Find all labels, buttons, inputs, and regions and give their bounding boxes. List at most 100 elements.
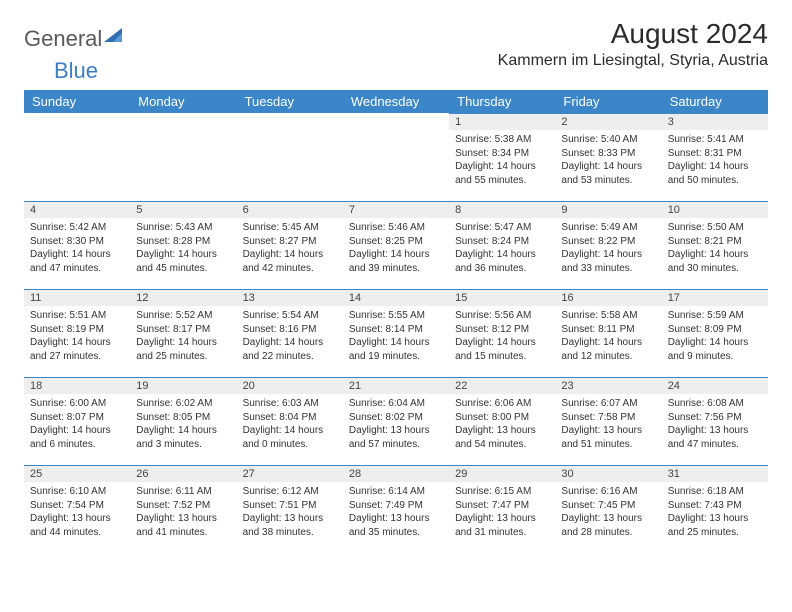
calendar-week-row: 1Sunrise: 5:38 AMSunset: 8:34 PMDaylight… bbox=[24, 113, 768, 201]
day-number: 24 bbox=[662, 377, 768, 394]
sunrise-line: Sunrise: 5:50 AM bbox=[668, 221, 762, 235]
sunrise-line: Sunrise: 5:47 AM bbox=[455, 221, 549, 235]
sunset-line: Sunset: 8:12 PM bbox=[455, 323, 549, 337]
day-number: 6 bbox=[237, 201, 343, 218]
daylight-line: Daylight: 13 hours and 47 minutes. bbox=[668, 424, 762, 451]
sunset-line: Sunset: 8:02 PM bbox=[349, 411, 443, 425]
sunset-line: Sunset: 8:28 PM bbox=[136, 235, 230, 249]
sunrise-line: Sunrise: 5:42 AM bbox=[30, 221, 124, 235]
day-details: Sunrise: 5:50 AMSunset: 8:21 PMDaylight:… bbox=[662, 218, 768, 281]
sunset-line: Sunset: 8:34 PM bbox=[455, 147, 549, 161]
daylight-line: Daylight: 14 hours and 36 minutes. bbox=[455, 248, 549, 275]
day-details: Sunrise: 5:45 AMSunset: 8:27 PMDaylight:… bbox=[237, 218, 343, 281]
daylight-line: Daylight: 14 hours and 50 minutes. bbox=[668, 160, 762, 187]
calendar-day-cell: 2Sunrise: 5:40 AMSunset: 8:33 PMDaylight… bbox=[555, 113, 661, 201]
calendar-day-cell: 24 Sunrise: 6:08 AMSunset: 7:56 PMDayligh… bbox=[662, 377, 768, 465]
day-details: Sunrise: 5:43 AMSunset: 8:28 PMDaylight:… bbox=[130, 218, 236, 281]
daylight-line: Daylight: 13 hours and 31 minutes. bbox=[455, 512, 549, 539]
day-of-week-header: Tuesday bbox=[237, 90, 343, 113]
sunset-line: Sunset: 7:56 PM bbox=[668, 411, 762, 425]
day-number: 8 bbox=[449, 201, 555, 218]
day-number: 22 bbox=[449, 377, 555, 394]
sunrise-line: Sunrise: 6:14 AM bbox=[349, 485, 443, 499]
daylight-line: Daylight: 14 hours and 42 minutes. bbox=[243, 248, 337, 275]
daylight-line: Daylight: 14 hours and 39 minutes. bbox=[349, 248, 443, 275]
day-number: 25 bbox=[24, 465, 130, 482]
calendar-day-cell: 26Sunrise: 6:11 AMSunset: 7:52 PMDayligh… bbox=[130, 465, 236, 553]
sunset-line: Sunset: 7:58 PM bbox=[561, 411, 655, 425]
day-details: Sunrise: 6:16 AMSunset: 7:45 PMDaylight:… bbox=[555, 482, 661, 545]
daylight-line: Daylight: 14 hours and 15 minutes. bbox=[455, 336, 549, 363]
day-number: 10 bbox=[662, 201, 768, 218]
calendar-day-cell bbox=[237, 113, 343, 201]
daylight-line: Daylight: 14 hours and 33 minutes. bbox=[561, 248, 655, 275]
day-of-week-header: Wednesday bbox=[343, 90, 449, 113]
day-of-week-header: Sunday bbox=[24, 90, 130, 113]
day-number: 26 bbox=[130, 465, 236, 482]
calendar-day-cell: 18Sunrise: 6:00 AMSunset: 8:07 PMDayligh… bbox=[24, 377, 130, 465]
sunset-line: Sunset: 8:14 PM bbox=[349, 323, 443, 337]
sunrise-line: Sunrise: 6:12 AM bbox=[243, 485, 337, 499]
calendar-day-cell: 6Sunrise: 5:45 AMSunset: 8:27 PMDaylight… bbox=[237, 201, 343, 289]
sunrise-line: Sunrise: 6:06 AM bbox=[455, 397, 549, 411]
logo-text-general: General bbox=[24, 26, 102, 52]
day-details: Sunrise: 5:54 AMSunset: 8:16 PMDaylight:… bbox=[237, 306, 343, 369]
daylight-line: Daylight: 14 hours and 30 minutes. bbox=[668, 248, 762, 275]
sunset-line: Sunset: 8:27 PM bbox=[243, 235, 337, 249]
sunset-line: Sunset: 8:16 PM bbox=[243, 323, 337, 337]
day-details: Sunrise: 6:12 AMSunset: 7:51 PMDaylight:… bbox=[237, 482, 343, 545]
day-details: Sunrise: 5:41 AMSunset: 8:31 PMDaylight:… bbox=[662, 130, 768, 193]
sunrise-line: Sunrise: 5:56 AM bbox=[455, 309, 549, 323]
calendar-table: SundayMondayTuesdayWednesdayThursdayFrid… bbox=[24, 90, 768, 553]
day-details: Sunrise: 6:00 AMSunset: 8:07 PMDaylight:… bbox=[24, 394, 130, 457]
day-number: 2 bbox=[555, 113, 661, 130]
day-number: 15 bbox=[449, 289, 555, 306]
day-number: 18 bbox=[24, 377, 130, 394]
day-details: Sunrise: 5:49 AMSunset: 8:22 PMDaylight:… bbox=[555, 218, 661, 281]
sunrise-line: Sunrise: 5:58 AM bbox=[561, 309, 655, 323]
day-number: 28 bbox=[343, 465, 449, 482]
calendar-week-row: 25Sunrise: 6:10 AMSunset: 7:54 PMDayligh… bbox=[24, 465, 768, 553]
day-number: 31 bbox=[662, 465, 768, 482]
sunrise-line: Sunrise: 6:08 AM bbox=[668, 397, 762, 411]
sunset-line: Sunset: 8:25 PM bbox=[349, 235, 443, 249]
daylight-line: Daylight: 13 hours and 38 minutes. bbox=[243, 512, 337, 539]
calendar-day-cell: 10Sunrise: 5:50 AMSunset: 8:21 PMDayligh… bbox=[662, 201, 768, 289]
sunset-line: Sunset: 7:52 PM bbox=[136, 499, 230, 513]
calendar-day-cell: 17Sunrise: 5:59 AMSunset: 8:09 PMDayligh… bbox=[662, 289, 768, 377]
daylight-line: Daylight: 14 hours and 47 minutes. bbox=[30, 248, 124, 275]
sunrise-line: Sunrise: 6:02 AM bbox=[136, 397, 230, 411]
day-number: 11 bbox=[24, 289, 130, 306]
calendar-day-cell: 13Sunrise: 5:54 AMSunset: 8:16 PMDayligh… bbox=[237, 289, 343, 377]
sunrise-line: Sunrise: 6:15 AM bbox=[455, 485, 549, 499]
calendar-day-cell bbox=[24, 113, 130, 201]
sunrise-line: Sunrise: 6:03 AM bbox=[243, 397, 337, 411]
logo-triangle-icon bbox=[104, 28, 126, 51]
daylight-line: Daylight: 13 hours and 41 minutes. bbox=[136, 512, 230, 539]
calendar-day-cell: 14Sunrise: 5:55 AMSunset: 8:14 PMDayligh… bbox=[343, 289, 449, 377]
calendar-week-row: 11Sunrise: 5:51 AMSunset: 8:19 PMDayligh… bbox=[24, 289, 768, 377]
sunrise-line: Sunrise: 6:00 AM bbox=[30, 397, 124, 411]
daylight-line: Daylight: 14 hours and 0 minutes. bbox=[243, 424, 337, 451]
daylight-line: Daylight: 13 hours and 57 minutes. bbox=[349, 424, 443, 451]
sunset-line: Sunset: 8:07 PM bbox=[30, 411, 124, 425]
day-details: Sunrise: 5:59 AMSunset: 8:09 PMDaylight:… bbox=[662, 306, 768, 369]
daylight-line: Daylight: 13 hours and 44 minutes. bbox=[30, 512, 124, 539]
sunrise-line: Sunrise: 5:43 AM bbox=[136, 221, 230, 235]
daylight-line: Daylight: 13 hours and 51 minutes. bbox=[561, 424, 655, 451]
calendar-day-cell: 5Sunrise: 5:43 AMSunset: 8:28 PMDaylight… bbox=[130, 201, 236, 289]
calendar-day-cell: 25Sunrise: 6:10 AMSunset: 7:54 PMDayligh… bbox=[24, 465, 130, 553]
day-number: 12 bbox=[130, 289, 236, 306]
sunset-line: Sunset: 8:09 PM bbox=[668, 323, 762, 337]
calendar-day-cell: 1Sunrise: 5:38 AMSunset: 8:34 PMDaylight… bbox=[449, 113, 555, 201]
calendar-day-cell: 21Sunrise: 6:04 AMSunset: 8:02 PMDayligh… bbox=[343, 377, 449, 465]
sunrise-line: Sunrise: 5:46 AM bbox=[349, 221, 443, 235]
day-details: Sunrise: 5:38 AMSunset: 8:34 PMDaylight:… bbox=[449, 130, 555, 193]
calendar-day-cell: 28Sunrise: 6:14 AMSunset: 7:49 PMDayligh… bbox=[343, 465, 449, 553]
day-details: Sunrise: 6:11 AMSunset: 7:52 PMDaylight:… bbox=[130, 482, 236, 545]
sunrise-line: Sunrise: 6:16 AM bbox=[561, 485, 655, 499]
day-details: Sunrise: 6:02 AMSunset: 8:05 PMDaylight:… bbox=[130, 394, 236, 457]
day-number: 19 bbox=[130, 377, 236, 394]
calendar-day-cell: 7Sunrise: 5:46 AMSunset: 8:25 PMDaylight… bbox=[343, 201, 449, 289]
logo: General bbox=[24, 26, 128, 52]
